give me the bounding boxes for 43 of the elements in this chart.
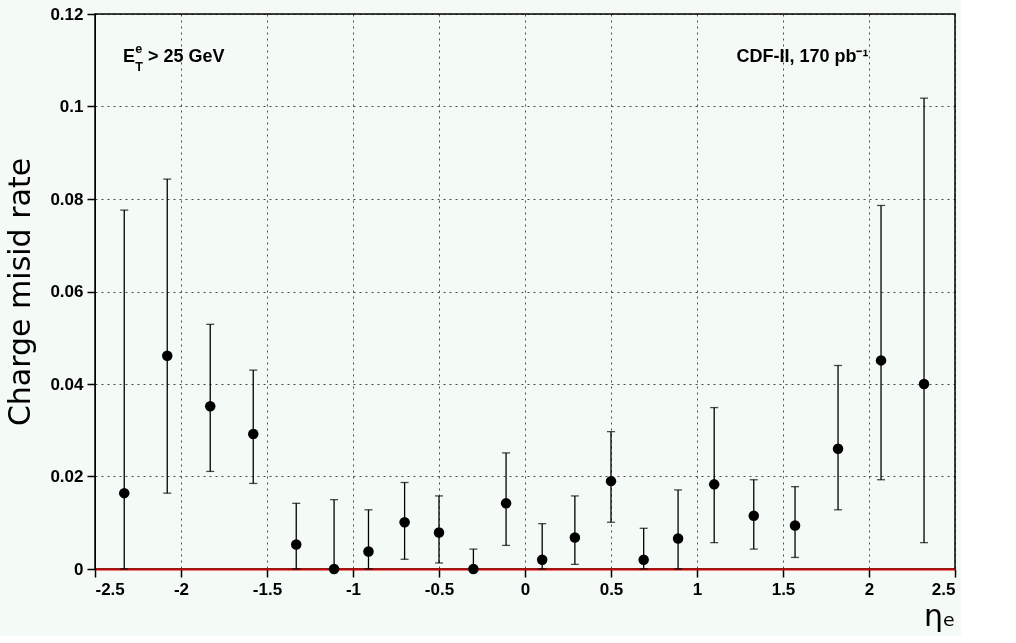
point [605,475,617,487]
y-tick-label: 0.12 [50,4,84,24]
point [569,532,581,543]
point [500,498,512,509]
point [536,554,548,565]
y-tick-label: 0.02 [50,467,84,486]
x-tick-label: -2 [173,579,190,599]
point [748,510,759,522]
x-tick-label: 1 [692,579,703,599]
x-tick-label: -1 [345,579,362,599]
point [205,400,216,412]
point [708,479,720,490]
x-axis-title: ηₑ [923,597,956,633]
point [248,428,259,440]
point [433,527,445,538]
point [399,517,410,528]
point [638,554,649,565]
annotation: CDF-II, 170 pb⁻¹ [736,46,869,66]
point [918,378,930,390]
y-tick-label: 0.08 [50,189,84,209]
y-axis-title: Charge misid rate [2,157,38,427]
y-tick-label: 0.1 [59,97,84,116]
x-tick-label: 0.5 [599,579,624,599]
x-tick-label: 2.5 [931,579,956,599]
x-tick-label: -0.5 [424,579,455,599]
y-tick-label: 0.04 [50,374,85,394]
point [119,487,130,499]
y-tick-label: 0.06 [50,282,84,301]
point [832,443,844,454]
x-tick-label: 2 [864,579,875,599]
x-tick-label: -2.5 [95,579,125,599]
x-tick-label: 1.5 [771,579,796,599]
point [162,350,173,362]
x-tick-label: -1.5 [252,579,283,599]
x-tick-label: 0 [520,579,531,599]
point [468,563,479,575]
y-tick-label: 0 [74,559,84,579]
point [363,546,374,557]
point [328,563,340,575]
point [789,520,801,531]
point [672,533,684,544]
point [875,355,887,366]
point [291,539,302,550]
